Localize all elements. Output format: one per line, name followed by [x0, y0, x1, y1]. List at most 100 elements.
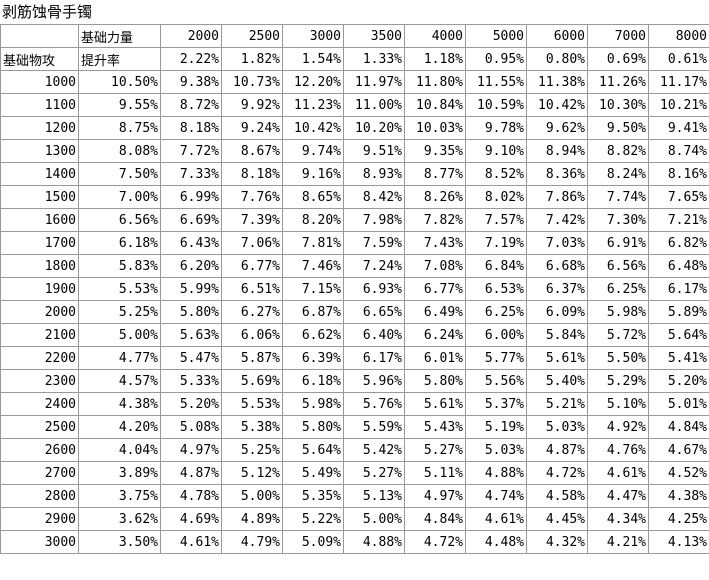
cell: 7.81% — [282, 231, 344, 255]
cell: 6.51% — [221, 277, 283, 301]
cell: 5.83% — [78, 254, 161, 278]
cell: 3.89% — [78, 461, 161, 485]
cell: 8.65% — [282, 185, 344, 209]
row-header: 3000 — [0, 530, 79, 554]
row-header: 2000 — [0, 300, 79, 324]
cell: 6.06% — [221, 323, 283, 347]
row-label: 基础物攻 — [0, 47, 79, 71]
rate-cell: 0.80% — [526, 47, 588, 71]
cell: 9.55% — [78, 93, 161, 117]
cell: 6.82% — [648, 231, 709, 255]
cell: 8.77% — [404, 162, 466, 186]
cell: 7.30% — [587, 208, 649, 232]
cell: 6.37% — [526, 277, 588, 301]
cell: 5.98% — [282, 392, 344, 416]
cell: 5.25% — [78, 300, 161, 324]
cell: 7.57% — [465, 208, 527, 232]
cell: 11.97% — [343, 70, 405, 94]
cell: 10.59% — [465, 93, 527, 117]
row: 1300 8.08% 7.72% 8.67% 9.74% 9.51% 9.35% 9.10% 8… — [0, 139, 709, 163]
cell: 4.45% — [526, 507, 588, 531]
cell: 7.39% — [221, 208, 283, 232]
cell: 5.53% — [221, 392, 283, 416]
cell: 3.62% — [78, 507, 161, 531]
cell: 6.56% — [587, 254, 649, 278]
cell: 5.64% — [282, 438, 344, 462]
rate-cell: 2.22% — [160, 47, 222, 71]
cell: 6.18% — [78, 231, 161, 255]
row: 2900 3.62% 4.69% 4.89% 5.22% 5.00% 4.84% 4.61% 4… — [0, 507, 709, 531]
cell: 5.29% — [587, 369, 649, 393]
row: 1900 5.53% 5.99% 6.51% 7.15% 6.93% 6.77% 6.53% 6… — [0, 277, 709, 301]
cell: 5.96% — [343, 369, 405, 393]
cell: 6.68% — [526, 254, 588, 278]
cell: 5.03% — [526, 415, 588, 439]
cell: 4.58% — [526, 484, 588, 508]
cell: 6.25% — [465, 300, 527, 324]
cell: 7.24% — [343, 254, 405, 278]
cell: 4.69% — [160, 507, 222, 531]
cell: 8.26% — [404, 185, 466, 209]
cell: 8.16% — [648, 162, 709, 186]
rate-cell: 1.18% — [404, 47, 466, 71]
cell: 4.76% — [587, 438, 649, 462]
cell: 5.13% — [343, 484, 405, 508]
row: 2500 4.20% 5.08% 5.38% 5.80% 5.59% 5.43% 5.19% 5… — [0, 415, 709, 439]
cell: 4.92% — [587, 415, 649, 439]
cell: 5.38% — [221, 415, 283, 439]
cell: 6.20% — [160, 254, 222, 278]
cell: 5.11% — [404, 461, 466, 485]
cell: 9.38% — [160, 70, 222, 94]
cell: 7.74% — [587, 185, 649, 209]
row: 2100 5.00% 5.63% 6.06% 6.62% 6.40% 6.24% 6.00% 5… — [0, 323, 709, 347]
cell: 8.75% — [78, 116, 161, 140]
cell: 7.46% — [282, 254, 344, 278]
cell: 5.61% — [404, 392, 466, 416]
row: 1400 7.50% 7.33% 8.18% 9.16% 8.93% 8.77% 8.52% 8… — [0, 162, 709, 186]
row-header: 1800 — [0, 254, 79, 278]
row-header: 2400 — [0, 392, 79, 416]
row-header: 1300 — [0, 139, 79, 163]
cell: 5.20% — [648, 369, 709, 393]
cell: 6.25% — [587, 277, 649, 301]
cell: 10.30% — [587, 93, 649, 117]
cell: 4.52% — [648, 461, 709, 485]
cell: 5.53% — [78, 277, 161, 301]
column-header: 2000 — [160, 24, 222, 48]
row: 1000 10.50% 9.38% 10.73% 12.20% 11.97% 11.80% 1… — [0, 70, 709, 94]
cell: 11.17% — [648, 70, 709, 94]
cell: 4.88% — [465, 461, 527, 485]
cell: 4.67% — [648, 438, 709, 462]
cell: 4.32% — [526, 530, 588, 554]
rate-cell: 0.95% — [465, 47, 527, 71]
cell: 5.21% — [526, 392, 588, 416]
cell: 7.76% — [221, 185, 283, 209]
cell: 11.00% — [343, 93, 405, 117]
row-header: 2700 — [0, 461, 79, 485]
cell: 4.87% — [526, 438, 588, 462]
cell: 5.56% — [465, 369, 527, 393]
cell: 4.97% — [404, 484, 466, 508]
column-header: 7000 — [587, 24, 649, 48]
row-header: 2100 — [0, 323, 79, 347]
row-header: 1600 — [0, 208, 79, 232]
cell: 5.00% — [343, 507, 405, 531]
row: 基础物攻 提升率 2.22% 1.82% 1.54% 1.33% 1.18% 0.95% 0.8… — [0, 47, 709, 71]
cell: 9.74% — [282, 139, 344, 163]
cell: 7.82% — [404, 208, 466, 232]
cell: 5.76% — [343, 392, 405, 416]
cell: 4.87% — [160, 461, 222, 485]
cell: 5.99% — [160, 277, 222, 301]
cell: 8.82% — [587, 139, 649, 163]
cell: 6.24% — [404, 323, 466, 347]
row-header: 1200 — [0, 116, 79, 140]
column-header: 3000 — [282, 24, 344, 48]
cell: 5.64% — [648, 323, 709, 347]
cell: 6.87% — [282, 300, 344, 324]
cell: 9.35% — [404, 139, 466, 163]
row-header: 1400 — [0, 162, 79, 186]
cell: 6.27% — [221, 300, 283, 324]
cell: 4.25% — [648, 507, 709, 531]
cell: 4.38% — [648, 484, 709, 508]
cell: 6.40% — [343, 323, 405, 347]
